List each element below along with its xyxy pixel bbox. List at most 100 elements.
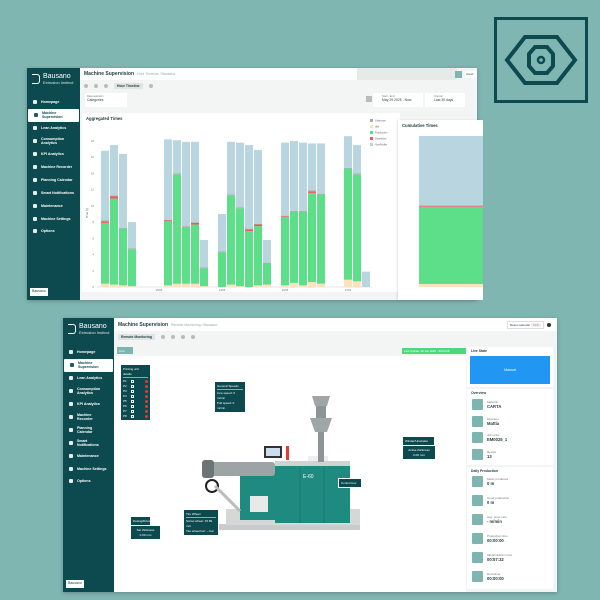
- legend-label[interactable]: Unknown: [375, 119, 386, 123]
- checkbox-icon[interactable]: [131, 414, 134, 418]
- doc-icon[interactable]: [148, 84, 153, 88]
- date-range-field[interactable]: Start - End May 29 2025 - Now: [373, 93, 423, 107]
- user-box[interactable]: Bausano: [66, 580, 84, 588]
- bar-segment-unknown: [353, 173, 361, 175]
- bar[interactable]: [119, 153, 127, 287]
- user-box[interactable]: Bausano: [30, 288, 48, 296]
- bar-segment-nonprofile: [200, 239, 208, 268]
- bar[interactable]: [290, 141, 298, 287]
- sidebar-item-consumption-analytics[interactable]: Consumption Analytics: [63, 385, 114, 398]
- reset-calendar-toggle[interactable]: Reset calendar OFF: [506, 320, 544, 329]
- checkbox-icon[interactable]: [131, 394, 134, 398]
- settings-icon[interactable]: [547, 322, 551, 327]
- tab-hour-timeline[interactable]: Hour Timeline: [114, 83, 143, 89]
- sidebar-item-machine-recorder[interactable]: Machine Recorder: [27, 161, 80, 174]
- bar-segment-idle: [317, 283, 325, 287]
- bar-segment-unknown: [119, 227, 127, 229]
- download-icon[interactable]: [180, 335, 185, 339]
- bar-segment-idle: [110, 284, 118, 287]
- sidebar-item-smart-notifications[interactable]: Smart Notifications: [27, 187, 80, 200]
- calendar-icon[interactable]: [366, 96, 372, 102]
- legend-swatch: [370, 125, 373, 128]
- sidebar-item-lean-analytics[interactable]: Lean Analytics: [63, 372, 114, 385]
- alert-icon[interactable]: [104, 84, 108, 88]
- tab-remote-monitoring[interactable]: Remote Monitoring: [118, 334, 155, 340]
- bar[interactable]: [173, 140, 181, 287]
- checkbox-icon[interactable]: [131, 409, 134, 413]
- bar[interactable]: [128, 222, 136, 287]
- home-icon: [69, 350, 73, 355]
- gear-icon[interactable]: [160, 335, 165, 339]
- legend-label[interactable]: Idle: [375, 125, 380, 129]
- sidebar-item-label: Machine Recorder: [77, 413, 93, 421]
- trend-icon[interactable]: [84, 84, 88, 88]
- sidebar-item-machine-settings[interactable]: Machine Settings: [27, 212, 80, 225]
- last-update-badge: Last Update: 30 Jun 2025 - 09:04:38: [402, 348, 466, 354]
- checkbox-icon[interactable]: [131, 404, 134, 408]
- sidebar-item-machine-settings[interactable]: Machine Settings: [63, 462, 114, 475]
- bar[interactable]: [101, 150, 109, 287]
- bar[interactable]: [218, 214, 226, 287]
- sidebar-item-machine-supervision[interactable]: Machine Supervision: [64, 358, 113, 372]
- bar[interactable]: [182, 141, 190, 287]
- bar-segment-idle: [182, 283, 190, 287]
- accel-button[interactable]: Accel: [465, 71, 477, 78]
- bar[interactable]: [236, 142, 244, 287]
- bar[interactable]: [200, 239, 208, 287]
- active-thickness-box: Active thickness 0.00 mm: [402, 445, 436, 460]
- bar-segment-unknown: [236, 207, 244, 209]
- extruder-machine-image: E-60: [202, 396, 360, 530]
- line-select[interactable]: Line: [117, 347, 133, 354]
- sidebar-item-consumption-analytics[interactable]: Consumption Analytics: [27, 135, 80, 148]
- interval-select[interactable]: Interval Last 30 days: [425, 93, 465, 107]
- sidebar-item-planning-calendar[interactable]: Planning Calendar: [27, 174, 80, 187]
- sidebar-item-lean-analytics[interactable]: Lean Analytics: [27, 122, 80, 135]
- bar[interactable]: [317, 143, 325, 287]
- bar[interactable]: [308, 143, 316, 287]
- bar[interactable]: [299, 142, 307, 287]
- control-box-label[interactable]: Control box: [338, 478, 362, 488]
- overview-item: Operator Mattia: [472, 415, 499, 427]
- sidebar-item-machine-recorder[interactable]: Machine Recorder: [63, 411, 114, 424]
- sidebar-item-smart-notifications[interactable]: Smart Notifications: [63, 437, 114, 450]
- bar[interactable]: [191, 141, 199, 287]
- bar[interactable]: [254, 149, 262, 287]
- download-button[interactable]: [455, 71, 462, 78]
- bar[interactable]: [353, 145, 361, 287]
- bar[interactable]: [245, 145, 253, 287]
- bar[interactable]: [110, 145, 118, 287]
- bar-segment-unknown: [263, 262, 271, 264]
- alert-icon[interactable]: [170, 335, 175, 339]
- legend-label[interactable]: Downtime: [375, 137, 387, 141]
- bar[interactable]: [281, 142, 289, 287]
- sidebar-item-kpi-analytics[interactable]: KPI Analytics: [27, 148, 80, 161]
- sidebar-item-homepage[interactable]: Homepage: [27, 96, 80, 109]
- bar[interactable]: [263, 239, 271, 287]
- sidebar-item-maintenance[interactable]: Maintenance: [63, 450, 114, 463]
- sidebar-item-planning-calendar[interactable]: Planning Calendar: [63, 424, 114, 437]
- bar[interactable]: [344, 136, 352, 287]
- checkbox-icon[interactable]: [131, 399, 134, 403]
- sidebar-item-options[interactable]: Options: [27, 225, 80, 238]
- checkbox-icon[interactable]: [131, 384, 134, 388]
- bar[interactable]: [362, 271, 370, 287]
- gear-icon[interactable]: [94, 84, 98, 88]
- y-tick-label: 16: [91, 155, 94, 159]
- sidebar-item-maintenance[interactable]: Maintenance: [27, 200, 80, 213]
- bar-segment-nonprofile: [227, 141, 235, 195]
- daily-icon: [472, 476, 483, 487]
- bar[interactable]: [227, 141, 235, 287]
- data-selection[interactable]: Data selection Categories: [85, 93, 127, 107]
- sidebar-item-homepage[interactable]: Homepage: [63, 346, 114, 359]
- bar[interactable]: [164, 139, 172, 287]
- legend-label[interactable]: NonProfile: [375, 143, 388, 147]
- sidebar-item-kpi-analytics[interactable]: KPI Analytics: [63, 398, 114, 411]
- bar-segment-downtime: [254, 224, 262, 227]
- sidebar-item-options[interactable]: Options: [63, 475, 114, 488]
- legend-label[interactable]: Production: [375, 131, 388, 135]
- doc-icon[interactable]: [190, 335, 195, 339]
- checkbox-icon[interactable]: [131, 389, 134, 393]
- bar-segment-idle: [119, 285, 127, 287]
- sidebar-item-machine-supervision[interactable]: Machine Supervision: [28, 108, 79, 122]
- checkbox-icon[interactable]: [131, 379, 134, 383]
